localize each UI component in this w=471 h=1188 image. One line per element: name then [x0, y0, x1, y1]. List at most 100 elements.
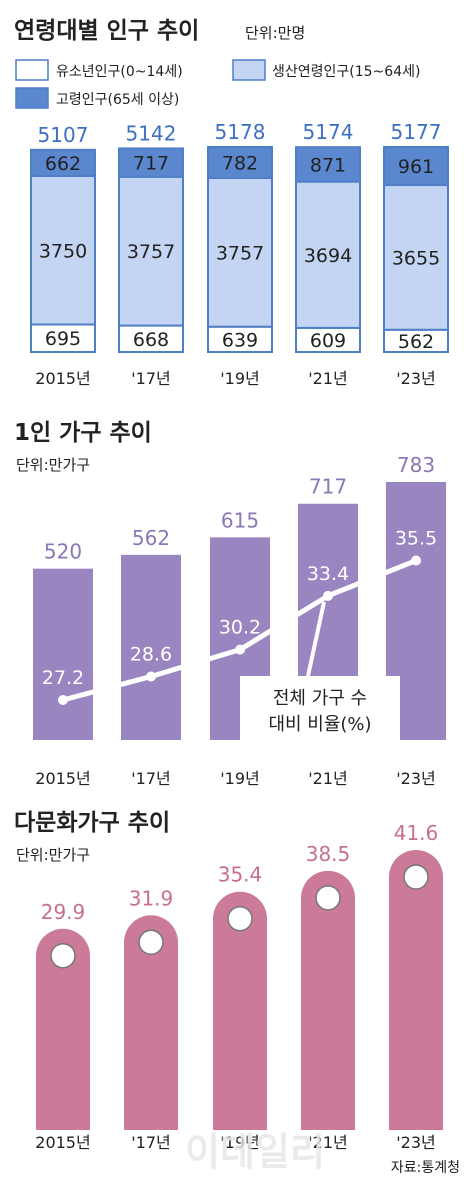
annotation-line-1: 전체 가구 수	[273, 688, 367, 709]
stack-segment-working-age	[295, 180, 361, 329]
stack-segment-working-age	[207, 176, 273, 328]
ratio-value-label: 35.5	[395, 528, 437, 550]
one-person-value-label: 717	[309, 475, 347, 499]
multicultural-value-label: 38.5	[306, 842, 351, 866]
stack-segment-elderly	[30, 148, 96, 178]
legend-swatch-working-age	[232, 59, 266, 81]
watermark: 이데일리	[185, 1130, 325, 1174]
category-label: '17년	[131, 769, 170, 788]
one-person-value-label: 562	[132, 526, 170, 550]
stack-segment-youth	[30, 323, 96, 354]
stack-segment-elderly	[207, 146, 273, 179]
legend-label-working-age: 생산연령인구(15~64세)	[272, 64, 420, 80]
segment-value-label: 782	[222, 152, 258, 174]
one-person-section: 1인 가구 추이 단위:만가구 520 2015년 562 '17년 615 '19년 71…	[14, 420, 446, 788]
multicultural-marker	[138, 929, 164, 956]
one-person-value-label: 615	[221, 508, 259, 532]
stack-segment-elderly	[383, 146, 449, 187]
category-label: 2015년	[35, 769, 90, 788]
ratio-value-label: 30.2	[219, 617, 261, 639]
legend-label-youth: 유소년인구(0~14세)	[56, 64, 183, 80]
ratio-point	[323, 590, 333, 601]
category-label: '19년	[220, 1133, 259, 1152]
one-person-bar	[121, 554, 181, 740]
multicultural-unit: 단위:만가구	[16, 846, 90, 864]
multicultural-marker	[227, 905, 253, 932]
stack-segment-working-age	[118, 175, 184, 327]
category-label: '23년	[396, 369, 435, 388]
category-label: '21년	[308, 1133, 347, 1152]
age-population-section: 연령대별 인구 추이 단위:만명 유소년인구(0~14세) 생산연령인구(15~…	[14, 18, 449, 388]
segment-value-label: 562	[398, 331, 434, 353]
multicultural-value-label: 35.4	[218, 863, 263, 887]
ratio-value-label: 28.6	[130, 643, 172, 665]
category-label: '21년	[308, 369, 347, 388]
segment-value-label: 668	[133, 329, 169, 351]
annotation-line-2: 대비 비율(%)	[268, 714, 371, 735]
category-label: '23년	[396, 769, 435, 788]
total-value-label: 5142	[126, 121, 177, 145]
segment-value-label: 662	[45, 153, 81, 175]
category-label: 2015년	[35, 1133, 90, 1152]
stack-segment-working-age	[30, 175, 96, 326]
category-label: '19년	[220, 769, 259, 788]
ratio-point	[411, 555, 421, 566]
stack-segment-elderly	[118, 147, 184, 178]
segment-value-label: 3655	[392, 247, 440, 269]
multicultural-value-label: 31.9	[129, 886, 174, 910]
category-label: '19년	[220, 369, 259, 388]
segment-value-label: 3694	[304, 245, 352, 267]
multicultural-section: 다문화가구 추이 단위:만가구 29.9 2015년 31.9 '17년 35.4 '19…	[14, 810, 443, 1152]
category-label: '21년	[308, 769, 347, 788]
stack-segment-youth	[295, 326, 361, 354]
category-label: '17년	[131, 369, 170, 388]
annotation-box	[240, 676, 400, 742]
segment-value-label: 639	[222, 329, 258, 351]
multicultural-marker	[50, 943, 76, 969]
stack-segment-youth	[118, 324, 184, 354]
segment-value-label: 695	[45, 328, 81, 350]
total-value-label: 5177	[391, 120, 442, 144]
one-person-bars: 520 2015년 562 '17년 615 '19년 717 '21년 783 '23년 27.2…	[33, 453, 446, 788]
segment-value-label: 871	[310, 154, 346, 176]
segment-value-label: 3750	[39, 240, 87, 262]
ratio-point	[58, 695, 68, 705]
legend-label-elderly: 고령인구(65세 이상)	[56, 92, 179, 108]
stack-segment-working-age	[383, 184, 449, 331]
ratio-value-label: 27.2	[42, 667, 84, 689]
age-population-title: 연령대별 인구 추이	[14, 18, 199, 44]
multicultural-title: 다문화가구 추이	[14, 810, 170, 836]
multicultural-bars: 29.9 2015년 31.9 '17년 35.4 '19년 38.5 '21년 41.6 '23…	[35, 821, 443, 1152]
one-person-unit: 단위:만가구	[16, 456, 90, 474]
segment-value-label: 3757	[216, 242, 264, 264]
ratio-point	[146, 671, 156, 682]
legend-swatch-youth	[15, 59, 49, 81]
legend-swatch-elderly	[15, 87, 49, 109]
multicultural-marker	[315, 885, 341, 911]
one-person-value-label: 520	[44, 540, 82, 564]
multicultural-value-label: 29.9	[41, 900, 86, 924]
one-person-value-label: 783	[397, 453, 435, 477]
segment-value-label: 717	[133, 153, 169, 175]
multicultural-marker	[403, 864, 429, 890]
ratio-point	[235, 644, 245, 655]
segment-value-label: 3757	[127, 241, 175, 263]
multicultural-value-label: 41.6	[394, 821, 439, 845]
ratio-value-label: 33.4	[307, 563, 349, 585]
legend: 유소년인구(0~14세) 생산연령인구(15~64세) 고령인구(65세 이상)	[15, 59, 420, 109]
stack-segment-elderly	[295, 146, 361, 183]
multicultural-bar	[301, 870, 355, 1130]
total-value-label: 5107	[38, 123, 89, 147]
one-person-bar	[33, 568, 93, 740]
segment-value-label: 609	[310, 330, 346, 352]
total-value-label: 5178	[215, 120, 266, 144]
category-label: '17년	[131, 1133, 170, 1152]
multicultural-bar	[36, 928, 90, 1130]
stack-segment-youth	[207, 325, 273, 354]
source-note: 자료:통계청	[391, 1160, 460, 1176]
annotation-pointer	[306, 601, 326, 677]
category-label: 2015년	[35, 369, 90, 388]
age-population-unit: 단위:만명	[245, 24, 305, 42]
total-value-label: 5174	[303, 120, 354, 144]
